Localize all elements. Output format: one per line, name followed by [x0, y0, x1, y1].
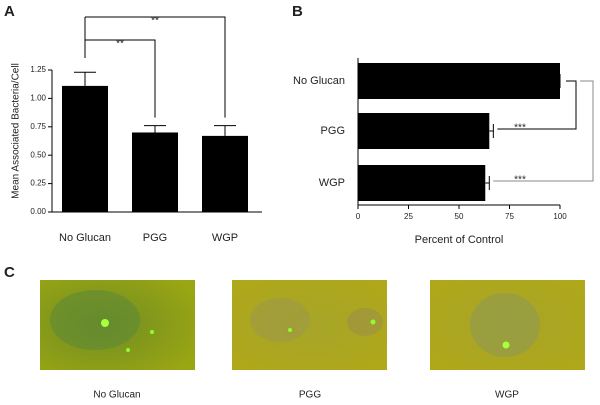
x-tick-label: 50	[455, 212, 464, 221]
y-tick-label: 1.00	[30, 94, 46, 103]
micrograph	[232, 280, 387, 370]
bracket	[497, 80, 577, 130]
x-tick-label: WGP	[212, 232, 238, 244]
y-tick-label: PGG	[321, 125, 345, 137]
error-bar	[489, 124, 494, 138]
error-bar	[144, 125, 166, 133]
bar	[62, 85, 108, 212]
x-tick-label: PGG	[143, 232, 167, 244]
bar	[358, 113, 490, 149]
annotation: ***	[514, 123, 526, 134]
panel-label: A	[4, 3, 15, 20]
x-tick-label: 75	[505, 212, 514, 221]
x-tick-label: 100	[553, 212, 567, 221]
panel-label: B	[292, 3, 303, 20]
caption: No Glucan	[93, 390, 140, 401]
bar	[358, 165, 486, 201]
y-tick-label: 0.50	[30, 150, 46, 159]
y-tick-label: 1.25	[30, 65, 46, 74]
panel-label: C	[4, 264, 15, 281]
bar	[202, 135, 248, 212]
y-tick-label: No Glucan	[293, 75, 345, 87]
y-tick-label: WGP	[319, 177, 345, 189]
x-tick-label: 0	[356, 212, 361, 221]
error-bar	[74, 71, 96, 86]
x-tick-label: No Glucan	[59, 232, 111, 244]
x-tick-label: 25	[404, 212, 413, 221]
y-tick-label: 0.00	[30, 207, 46, 216]
error-bar	[485, 176, 490, 190]
bar	[358, 63, 560, 99]
annotation: **	[116, 39, 124, 50]
caption: WGP	[495, 390, 519, 401]
bracket	[84, 16, 226, 118]
annotation: ***	[514, 175, 526, 186]
y-axis-label: Mean Associated Bacteria/Cell	[11, 63, 22, 199]
bracket	[84, 39, 156, 118]
bracket	[493, 80, 594, 182]
x-axis-label: Percent of Control	[415, 234, 504, 246]
y-tick-label: 0.75	[30, 122, 46, 131]
bar	[132, 132, 178, 212]
y-tick-label: 0.25	[30, 179, 46, 188]
micrograph	[40, 280, 195, 370]
annotation: **	[151, 16, 159, 27]
caption: PGG	[299, 390, 321, 401]
micrograph	[430, 280, 585, 370]
error-bar	[214, 125, 236, 136]
